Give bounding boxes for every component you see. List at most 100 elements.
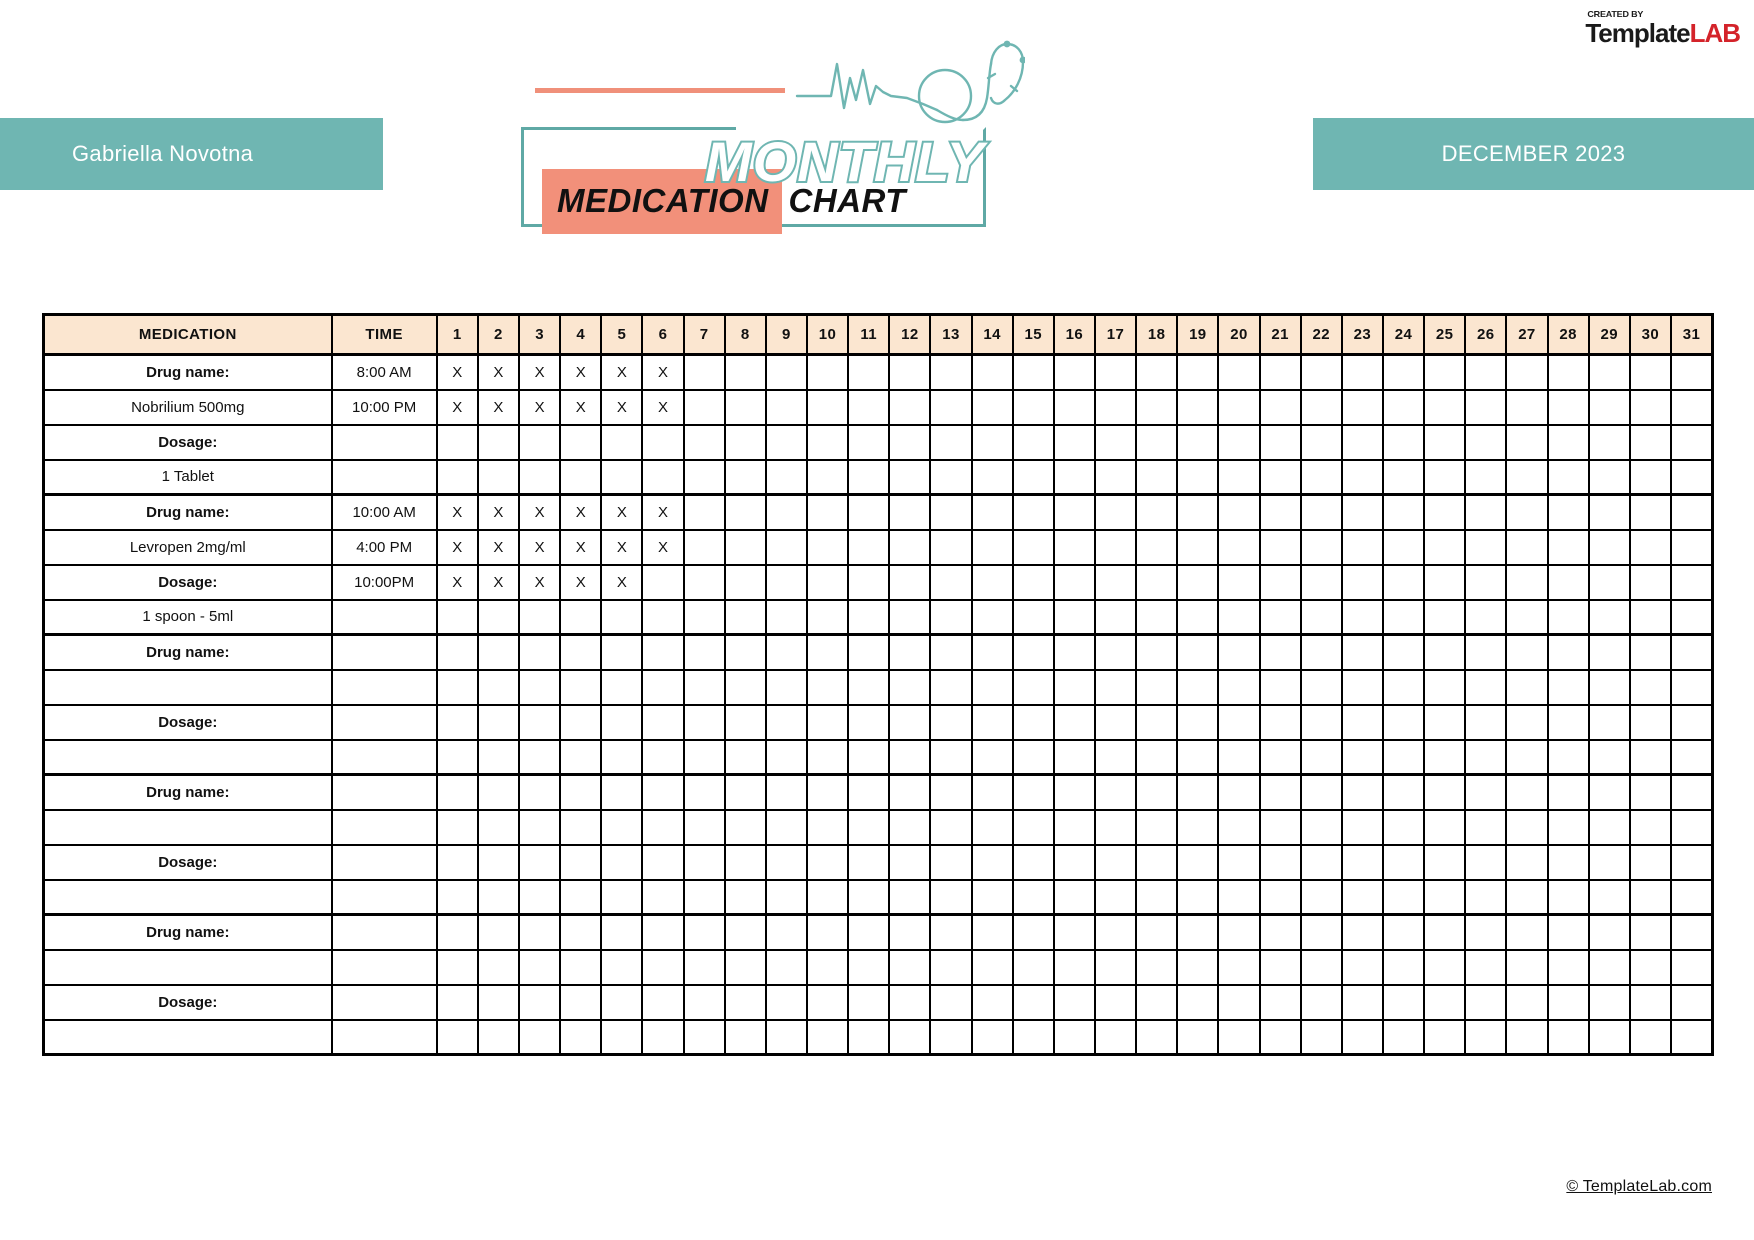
day-cell-20[interactable] [1217, 878, 1261, 916]
day-cell-21[interactable] [1258, 843, 1302, 881]
day-cell-19[interactable] [1176, 808, 1220, 846]
day-cell-30[interactable] [1628, 738, 1672, 776]
day-cell-28[interactable] [1546, 423, 1590, 461]
day-cell-23[interactable] [1340, 983, 1384, 1021]
day-cell-2[interactable] [476, 738, 521, 776]
day-cell-27[interactable] [1505, 458, 1549, 496]
day-cell-24[interactable] [1381, 703, 1426, 741]
day-cell-16[interactable] [1052, 878, 1096, 916]
time-cell[interactable] [330, 738, 438, 776]
day-cell-22[interactable] [1299, 703, 1343, 741]
day-cell-30[interactable] [1628, 493, 1672, 531]
day-cell-5[interactable]: X [600, 563, 644, 601]
day-cell-3[interactable] [517, 458, 562, 496]
day-cell-4[interactable] [559, 878, 603, 916]
day-cell-12[interactable] [888, 773, 932, 811]
day-cell-3[interactable] [517, 738, 562, 776]
day-cell-28[interactable] [1546, 353, 1590, 391]
day-cell-30[interactable] [1628, 528, 1672, 566]
day-cell-9[interactable] [764, 808, 808, 846]
day-cell-27[interactable] [1505, 808, 1549, 846]
day-cell-5[interactable] [600, 1018, 644, 1056]
day-cell-9[interactable] [764, 633, 808, 671]
day-cell-3[interactable] [517, 913, 562, 951]
day-cell-22[interactable] [1299, 633, 1343, 671]
day-cell-1[interactable] [435, 738, 479, 776]
day-cell-17[interactable] [1093, 878, 1138, 916]
day-cell-16[interactable] [1052, 458, 1096, 496]
day-cell-15[interactable] [1011, 563, 1055, 601]
day-cell-4[interactable] [559, 983, 603, 1021]
day-cell-31[interactable] [1669, 633, 1714, 671]
day-cell-17[interactable] [1093, 808, 1138, 846]
day-cell-22[interactable] [1299, 353, 1343, 391]
day-cell-13[interactable] [929, 493, 973, 531]
day-cell-13[interactable] [929, 528, 973, 566]
day-cell-7[interactable] [682, 493, 726, 531]
day-cell-25[interactable] [1423, 843, 1467, 881]
day-cell-24[interactable] [1381, 1018, 1426, 1056]
day-cell-13[interactable] [929, 913, 973, 951]
day-cell-16[interactable] [1052, 913, 1096, 951]
day-cell-23[interactable] [1340, 633, 1384, 671]
day-cell-31[interactable] [1669, 983, 1714, 1021]
day-cell-12[interactable] [888, 388, 932, 426]
day-cell-8[interactable] [723, 493, 767, 531]
day-cell-10[interactable] [805, 493, 850, 531]
medication-field-label[interactable]: Drug name: [42, 493, 333, 531]
day-cell-27[interactable] [1505, 738, 1549, 776]
day-cell-29[interactable] [1587, 563, 1631, 601]
day-cell-14[interactable] [970, 563, 1014, 601]
day-cell-26[interactable] [1464, 388, 1508, 426]
day-cell-25[interactable] [1423, 773, 1467, 811]
day-cell-31[interactable] [1669, 808, 1714, 846]
day-cell-24[interactable] [1381, 353, 1426, 391]
day-cell-20[interactable] [1217, 843, 1261, 881]
day-cell-26[interactable] [1464, 808, 1508, 846]
day-cell-14[interactable] [970, 598, 1014, 636]
day-cell-28[interactable] [1546, 388, 1590, 426]
day-cell-3[interactable] [517, 843, 562, 881]
day-cell-20[interactable] [1217, 738, 1261, 776]
day-cell-9[interactable] [764, 668, 808, 706]
day-cell-18[interactable] [1135, 703, 1179, 741]
day-cell-25[interactable] [1423, 563, 1467, 601]
day-cell-17[interactable] [1093, 843, 1138, 881]
day-cell-22[interactable] [1299, 738, 1343, 776]
day-cell-1[interactable] [435, 668, 479, 706]
day-cell-25[interactable] [1423, 633, 1467, 671]
day-cell-1[interactable] [435, 1018, 479, 1056]
day-cell-4[interactable] [559, 703, 603, 741]
day-cell-8[interactable] [723, 423, 767, 461]
day-cell-22[interactable] [1299, 598, 1343, 636]
day-cell-2[interactable] [476, 1018, 521, 1056]
day-cell-26[interactable] [1464, 913, 1508, 951]
time-cell[interactable]: 10:00 AM [330, 493, 438, 531]
day-cell-8[interactable] [723, 528, 767, 566]
day-cell-11[interactable] [847, 1018, 891, 1056]
day-cell-26[interactable] [1464, 633, 1508, 671]
day-cell-7[interactable] [682, 703, 726, 741]
day-cell-14[interactable] [970, 633, 1014, 671]
day-cell-13[interactable] [929, 808, 973, 846]
day-cell-15[interactable] [1011, 983, 1055, 1021]
day-cell-22[interactable] [1299, 563, 1343, 601]
day-cell-16[interactable] [1052, 703, 1096, 741]
day-cell-15[interactable] [1011, 878, 1055, 916]
day-cell-15[interactable] [1011, 598, 1055, 636]
day-cell-24[interactable] [1381, 388, 1426, 426]
day-cell-12[interactable] [888, 353, 932, 391]
day-cell-6[interactable] [641, 738, 685, 776]
day-cell-6[interactable] [641, 843, 685, 881]
day-cell-28[interactable] [1546, 808, 1590, 846]
day-cell-12[interactable] [888, 843, 932, 881]
day-cell-11[interactable] [847, 948, 891, 986]
time-cell[interactable] [330, 913, 438, 951]
day-cell-15[interactable] [1011, 388, 1055, 426]
day-cell-19[interactable] [1176, 983, 1220, 1021]
day-cell-19[interactable] [1176, 598, 1220, 636]
day-cell-13[interactable] [929, 388, 973, 426]
day-cell-27[interactable] [1505, 598, 1549, 636]
day-cell-9[interactable] [764, 423, 808, 461]
day-cell-7[interactable] [682, 913, 726, 951]
